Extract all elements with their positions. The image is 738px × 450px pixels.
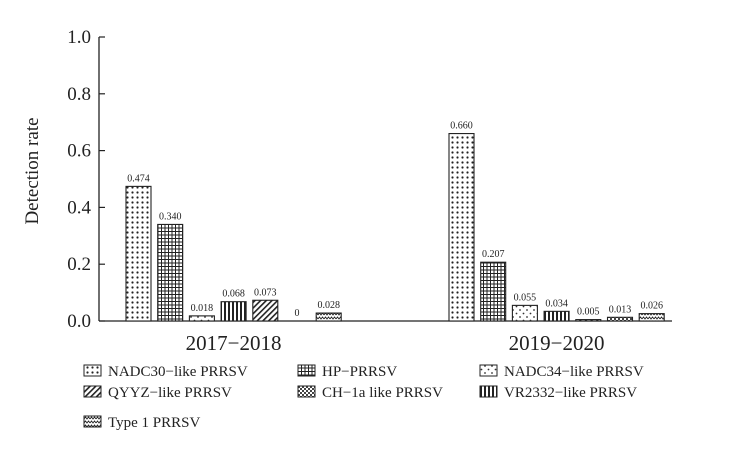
bar — [252, 299, 279, 322]
legend-label: VR2332−like PRRSV — [504, 385, 637, 401]
data-label: 0.034 — [545, 298, 568, 309]
y-tick-label: 0.2 — [67, 254, 91, 275]
y-tick-label: 0.8 — [67, 84, 91, 105]
legend-swatch — [83, 415, 102, 428]
data-label: 0.055 — [514, 292, 537, 303]
bar — [480, 261, 507, 322]
legend-label: CH−1a like PRRSV — [322, 385, 443, 401]
data-label: 0.013 — [609, 304, 632, 315]
legend-label: HP−PRRSV — [322, 364, 397, 380]
y-axis-label: Detection rate — [22, 117, 43, 224]
data-label: 0 — [295, 308, 300, 319]
bar — [157, 223, 184, 322]
bar — [511, 304, 538, 322]
y-tick-label: 0.4 — [67, 197, 91, 218]
data-label: 0.474 — [127, 173, 150, 184]
y-tick-label: 0.6 — [67, 141, 91, 162]
category-label: 2017−2018 — [186, 331, 282, 355]
category-label: 2019−2020 — [509, 331, 605, 355]
legend-swatch — [479, 385, 498, 398]
data-label: 0.073 — [254, 287, 277, 298]
bar — [448, 133, 475, 322]
legend-label: NADC34−like PRRSV — [504, 364, 644, 380]
bar — [543, 310, 570, 322]
bar — [125, 185, 152, 322]
bar — [638, 313, 665, 322]
bar — [188, 315, 215, 322]
data-labels: 0.474 0.660 0.340 0.207 0.018 0.055 0.068 0.034… — [127, 121, 663, 319]
legend-swatch — [83, 385, 102, 398]
data-label: 0.340 — [159, 211, 182, 222]
data-label: 0.005 — [577, 307, 600, 318]
bar — [315, 312, 342, 322]
legend-swatch — [297, 364, 316, 377]
legend-label: Type 1 PRRSV — [108, 415, 200, 431]
data-label: 0.026 — [640, 301, 663, 312]
legend: NADC30−like PRRSV HP−PRRSV NADC34−like PRR… — [83, 364, 644, 431]
data-label: 0.068 — [222, 289, 245, 300]
axes: 0.0 0.2 0.4 0.6 0.8 1.0 Detection rate 2017−201… — [22, 27, 672, 355]
y-tick-label: 0.0 — [67, 311, 91, 332]
legend-swatch — [297, 385, 316, 398]
legend-label: QYYZ−like PRRSV — [108, 385, 232, 401]
bar — [220, 301, 247, 322]
bar — [575, 319, 602, 322]
data-label: 0.207 — [482, 249, 505, 260]
data-label: 0.028 — [317, 300, 340, 311]
bar — [606, 316, 634, 322]
legend-swatch — [83, 364, 102, 377]
y-tick-label: 1.0 — [67, 27, 91, 48]
legend-swatch — [479, 364, 498, 377]
data-label: 0.660 — [450, 121, 473, 132]
bars — [125, 133, 665, 322]
data-label: 0.018 — [191, 303, 214, 314]
legend-label: NADC30−like PRRSV — [108, 364, 248, 380]
